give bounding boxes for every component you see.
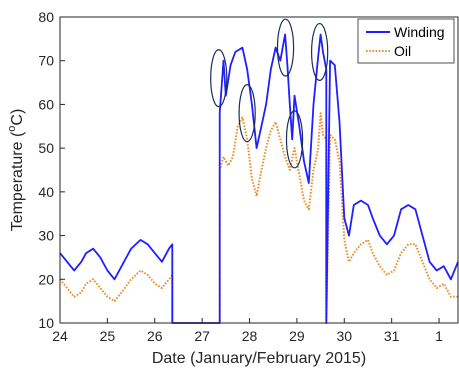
- series-line-oil: [59, 112, 458, 324]
- highlight-ellipse: [310, 22, 329, 81]
- x-tick-label: 1: [435, 328, 443, 344]
- x-tick-label: 27: [194, 328, 210, 344]
- plot-frame: [59, 16, 459, 324]
- highlight-ellipse: [210, 49, 228, 108]
- highlight-ellipse: [285, 110, 304, 169]
- x-tick-label: 31: [384, 328, 400, 344]
- y-tick-label: 60: [38, 96, 54, 112]
- y-tick-label: 50: [38, 140, 54, 156]
- highlight-ellipse: [238, 84, 256, 143]
- y-axis-label-main: Temperature (: [9, 131, 26, 231]
- y-tick-label: 20: [38, 271, 54, 287]
- highlight-ellipse: [276, 18, 295, 77]
- legend: Winding Oil: [357, 18, 455, 64]
- series-layer: [59, 33, 459, 324]
- series-line-winding: [59, 33, 459, 324]
- y-axis-label-superscript: o: [6, 126, 18, 132]
- x-axis-label: Date (January/February 2015): [152, 350, 366, 367]
- annotation-layer: [210, 18, 329, 169]
- y-axis: 10 20 30 40 50 60 70 80: [38, 9, 65, 331]
- legend-label-oil: Oil: [394, 43, 411, 59]
- y-tick-label: 10: [38, 315, 54, 331]
- legend-label-winding: Winding: [394, 24, 445, 40]
- x-tick-label: 24: [52, 328, 68, 344]
- x-tick-label: 28: [242, 328, 258, 344]
- y-tick-label: 80: [38, 9, 54, 25]
- y-axis-label: Temperature (oC): [6, 109, 26, 232]
- y-tick-label: 70: [38, 53, 54, 69]
- y-tick-label: 40: [38, 184, 54, 200]
- y-tick-label: 30: [38, 228, 54, 244]
- x-tick-label: 30: [336, 328, 352, 344]
- x-tick-label: 25: [100, 328, 116, 344]
- y-axis-label-unit: C): [9, 109, 26, 126]
- legend-box: [357, 18, 455, 64]
- x-axis: 24 25 26 27 28 29 30 31 1: [52, 318, 443, 344]
- x-tick-label: 29: [289, 328, 305, 344]
- x-tick-label: 26: [147, 328, 163, 344]
